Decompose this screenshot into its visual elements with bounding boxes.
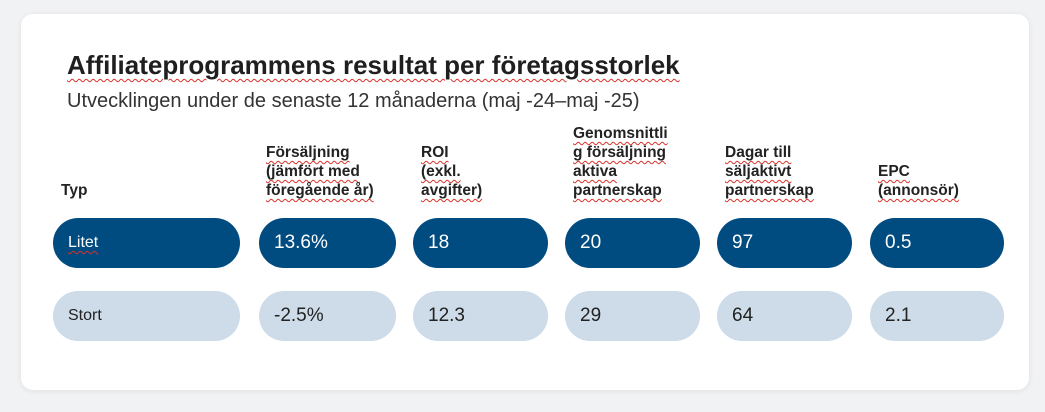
page-subtitle: Utvecklingen under de senaste 12 månader… [67,90,640,112]
cell-avg-sales: 29 [565,291,700,341]
cell-type: Litet [53,218,240,268]
cell-days: 97 [717,218,852,268]
cell-epc: 2.1 [870,291,1004,341]
header-typ: Typ [61,182,88,199]
header-genomsnittlig: Genomsnittli g försäljning aktiva partne… [573,125,668,199]
header-roi: ROI (exkl. avgifter) [421,144,483,199]
page-title: Affiliateprogrammens resultat per företa… [67,50,680,80]
header-forsaljning: Försäljning (jämfört med föregående år) [266,144,374,199]
header-epc: EPC (annonsör) [878,163,959,199]
cell-epc: 0.5 [870,218,1004,268]
cell-roi: 18 [413,218,548,268]
cell-days: 64 [717,291,852,341]
cell-sales: -2.5% [259,291,396,341]
cell-type: Stort [53,291,240,341]
cell-sales: 13.6% [259,218,396,268]
cell-roi: 12.3 [413,291,548,341]
header-dagar: Dagar till säljaktivt partnerskap [725,144,814,199]
cell-avg-sales: 20 [565,218,700,268]
